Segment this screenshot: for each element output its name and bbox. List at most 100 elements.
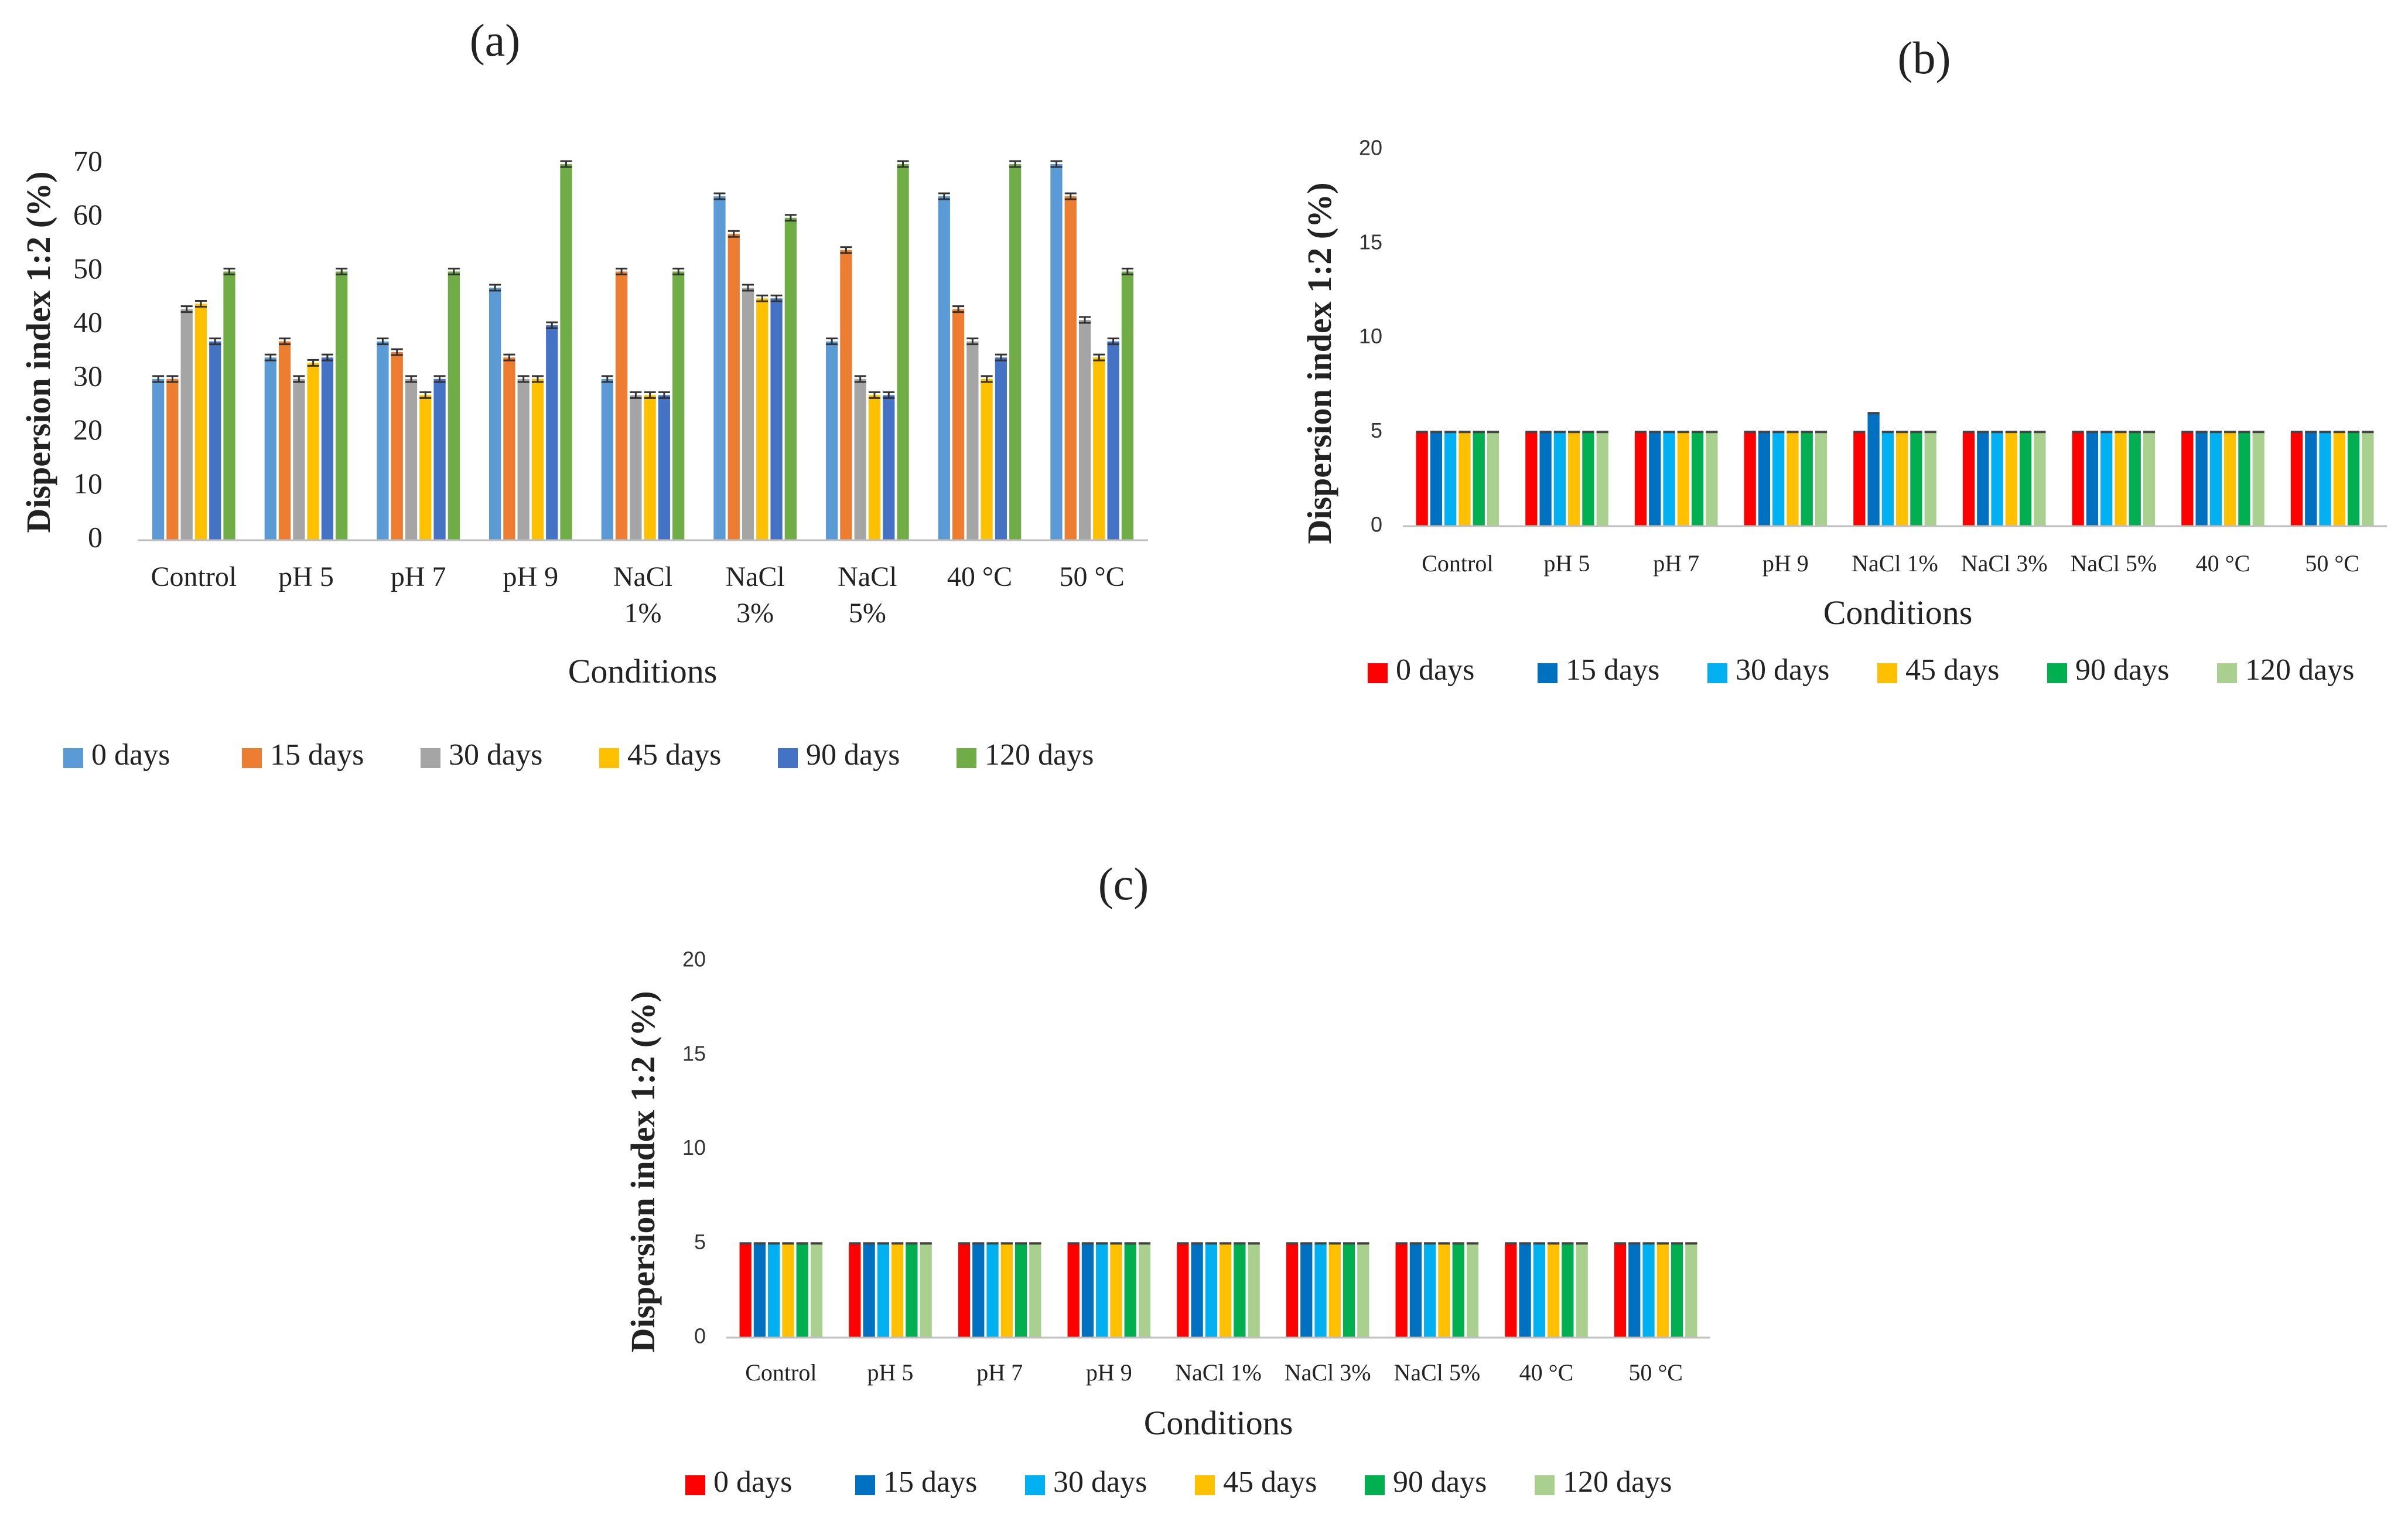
y-tick-label: 60 bbox=[73, 198, 103, 231]
bar bbox=[223, 271, 235, 540]
bar bbox=[1576, 1243, 1588, 1338]
bar bbox=[1596, 432, 1608, 526]
bar bbox=[966, 341, 979, 540]
bar bbox=[1910, 432, 1922, 526]
bar bbox=[517, 378, 530, 540]
legend-swatch bbox=[2047, 663, 2067, 683]
category-label: NaCl 3% bbox=[1961, 550, 2048, 577]
bar bbox=[1691, 432, 1704, 526]
bar bbox=[2333, 432, 2345, 526]
bar bbox=[2115, 432, 2127, 526]
bar bbox=[1671, 1243, 1683, 1338]
bar bbox=[391, 352, 403, 540]
bar bbox=[782, 1243, 794, 1338]
bar bbox=[1801, 432, 1813, 526]
bar bbox=[784, 217, 797, 540]
bar bbox=[2072, 432, 2084, 526]
bar bbox=[1078, 319, 1091, 540]
bar bbox=[278, 341, 291, 540]
bar bbox=[1067, 1243, 1080, 1338]
x-axis-title: Conditions bbox=[1144, 1404, 1293, 1442]
legend-swatch bbox=[1368, 663, 1388, 683]
y-tick-label: 10 bbox=[73, 467, 103, 500]
bar bbox=[1568, 432, 1580, 526]
legend-swatch bbox=[1538, 663, 1557, 683]
bar bbox=[2319, 432, 2331, 526]
bar bbox=[1582, 432, 1594, 526]
bar bbox=[503, 357, 515, 540]
bar bbox=[293, 378, 305, 540]
y-tick-label: 20 bbox=[682, 947, 706, 971]
legend-label: 120 days bbox=[2245, 653, 2354, 687]
bar bbox=[1314, 1243, 1327, 1338]
category-label: NaCl 1% bbox=[1175, 1359, 1262, 1386]
bar bbox=[1409, 1243, 1422, 1338]
category-label: pH 5 bbox=[1544, 550, 1590, 577]
legend-swatch bbox=[778, 748, 798, 768]
bar bbox=[770, 298, 783, 540]
bar bbox=[419, 395, 432, 540]
bar bbox=[2143, 432, 2156, 526]
bar bbox=[1685, 1243, 1697, 1338]
legend-swatch bbox=[63, 748, 83, 768]
bar bbox=[1642, 1243, 1655, 1338]
bar bbox=[1177, 1243, 1189, 1338]
bar bbox=[601, 378, 613, 540]
bar bbox=[2347, 432, 2360, 526]
category-label: 50 °C bbox=[2305, 550, 2359, 577]
y-tick-label: 40 bbox=[73, 306, 103, 339]
bar bbox=[1634, 432, 1647, 526]
bar bbox=[1096, 1243, 1108, 1338]
y-axis-title: Dispersion index 1:2 (%) bbox=[624, 991, 662, 1352]
bar bbox=[2019, 432, 2032, 526]
bar bbox=[2290, 432, 2303, 526]
bar bbox=[854, 378, 866, 540]
bar bbox=[1867, 413, 1880, 526]
category-label: 50 °C bbox=[1628, 1359, 1683, 1386]
bar bbox=[1124, 1243, 1136, 1338]
bar bbox=[1525, 432, 1538, 526]
y-tick-label: 70 bbox=[73, 144, 103, 177]
panel-title: (a) bbox=[470, 15, 521, 66]
legend-label: 0 days bbox=[713, 1465, 792, 1499]
bar bbox=[2362, 432, 2374, 526]
category-label: 50 °C bbox=[1060, 561, 1125, 592]
bar bbox=[377, 341, 389, 540]
bar bbox=[321, 357, 334, 540]
legend-label: 15 days bbox=[883, 1465, 977, 1499]
bar bbox=[1444, 432, 1457, 526]
bar bbox=[2224, 432, 2236, 526]
category-label: Control bbox=[1422, 550, 1493, 577]
legend-label: 15 days bbox=[270, 738, 364, 772]
bar bbox=[1093, 357, 1105, 540]
x-axis-title: Conditions bbox=[1823, 594, 1973, 632]
bar bbox=[1505, 1243, 1517, 1338]
bar bbox=[2209, 432, 2222, 526]
x-axis-title: Conditions bbox=[568, 652, 718, 690]
bar bbox=[1881, 432, 1894, 526]
bar bbox=[1009, 164, 1022, 540]
bar bbox=[952, 309, 965, 540]
bar bbox=[546, 325, 558, 540]
bar bbox=[796, 1243, 808, 1338]
bar bbox=[1758, 432, 1771, 526]
bar bbox=[1328, 1243, 1341, 1338]
bar bbox=[1787, 432, 1799, 526]
bar bbox=[1553, 432, 1566, 526]
legend-label: 15 days bbox=[1566, 653, 1659, 687]
bar bbox=[897, 164, 909, 540]
category-label: NaCl 5% bbox=[2070, 550, 2157, 577]
bar bbox=[986, 1243, 999, 1338]
bar bbox=[2195, 432, 2208, 526]
category-label: pH 7 bbox=[976, 1359, 1023, 1386]
legend-swatch bbox=[1025, 1475, 1045, 1495]
legend-swatch bbox=[855, 1475, 875, 1495]
bar bbox=[1473, 432, 1485, 526]
legend-swatch bbox=[1877, 663, 1897, 683]
bar bbox=[1064, 196, 1077, 540]
bar bbox=[152, 378, 165, 540]
bar bbox=[863, 1243, 875, 1338]
chart-panel-1: (b) 0 5 10 15 20 Control pH 5 pH 7 pH 9 NaCl 1% NaC… bbox=[1300, 32, 2387, 687]
bar bbox=[2181, 432, 2194, 526]
